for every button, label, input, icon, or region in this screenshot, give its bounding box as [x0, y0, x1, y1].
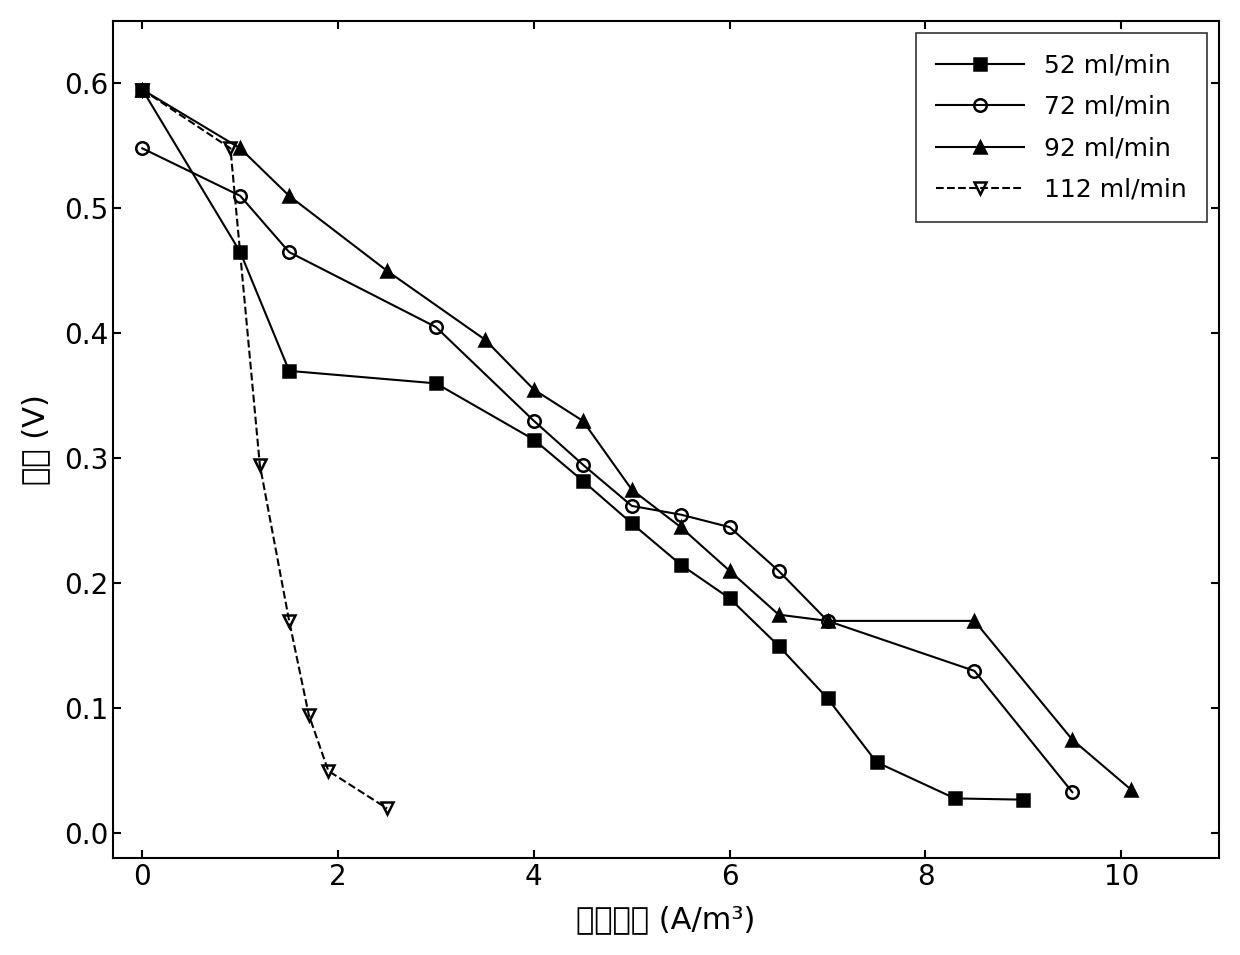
92 ml/min — [135, 84, 150, 96]
92 ml/min — [1123, 784, 1138, 796]
112 ml/min — [321, 765, 336, 776]
72 ml/min — [233, 190, 248, 202]
Line: 52 ml/min: 52 ml/min — [136, 83, 1029, 806]
52 ml/min — [722, 593, 737, 605]
72 ml/min — [673, 509, 688, 520]
52 ml/min — [527, 434, 542, 445]
92 ml/min — [477, 334, 492, 346]
72 ml/min — [625, 500, 640, 512]
112 ml/min — [135, 84, 150, 96]
52 ml/min — [820, 692, 835, 704]
Line: 112 ml/min: 112 ml/min — [136, 83, 393, 815]
112 ml/min — [379, 803, 394, 815]
92 ml/min — [527, 384, 542, 395]
52 ml/min — [429, 377, 444, 389]
52 ml/min — [771, 640, 786, 651]
72 ml/min — [281, 246, 296, 258]
92 ml/min — [771, 609, 786, 621]
92 ml/min — [967, 615, 982, 626]
92 ml/min — [379, 265, 394, 277]
52 ml/min — [135, 84, 150, 96]
92 ml/min — [722, 565, 737, 577]
92 ml/min — [820, 615, 835, 626]
52 ml/min — [869, 756, 884, 768]
Line: 92 ml/min: 92 ml/min — [136, 83, 1137, 796]
52 ml/min — [625, 518, 640, 529]
52 ml/min — [575, 476, 590, 487]
52 ml/min — [673, 559, 688, 570]
72 ml/min — [771, 565, 786, 577]
92 ml/min — [625, 484, 640, 496]
112 ml/min — [253, 459, 268, 471]
72 ml/min — [135, 142, 150, 154]
112 ml/min — [301, 709, 316, 720]
72 ml/min — [967, 666, 982, 677]
72 ml/min — [1065, 786, 1080, 797]
Line: 72 ml/min: 72 ml/min — [136, 142, 1079, 798]
92 ml/min — [575, 415, 590, 427]
52 ml/min — [947, 793, 962, 804]
52 ml/min — [281, 365, 296, 376]
72 ml/min — [820, 615, 835, 626]
112 ml/min — [223, 142, 238, 154]
Legend: 52 ml/min, 72 ml/min, 92 ml/min, 112 ml/min: 52 ml/min, 72 ml/min, 92 ml/min, 112 ml/… — [916, 33, 1207, 222]
92 ml/min — [1065, 734, 1080, 746]
72 ml/min — [722, 521, 737, 533]
72 ml/min — [527, 415, 542, 427]
52 ml/min — [233, 246, 248, 258]
112 ml/min — [281, 615, 296, 626]
52 ml/min — [1016, 794, 1030, 805]
72 ml/min — [575, 459, 590, 471]
Y-axis label: 电压 (V): 电压 (V) — [21, 394, 50, 485]
72 ml/min — [429, 322, 444, 333]
92 ml/min — [673, 521, 688, 533]
92 ml/min — [233, 142, 248, 154]
X-axis label: 电流密度 (A/m³): 电流密度 (A/m³) — [577, 905, 755, 934]
92 ml/min — [281, 190, 296, 202]
